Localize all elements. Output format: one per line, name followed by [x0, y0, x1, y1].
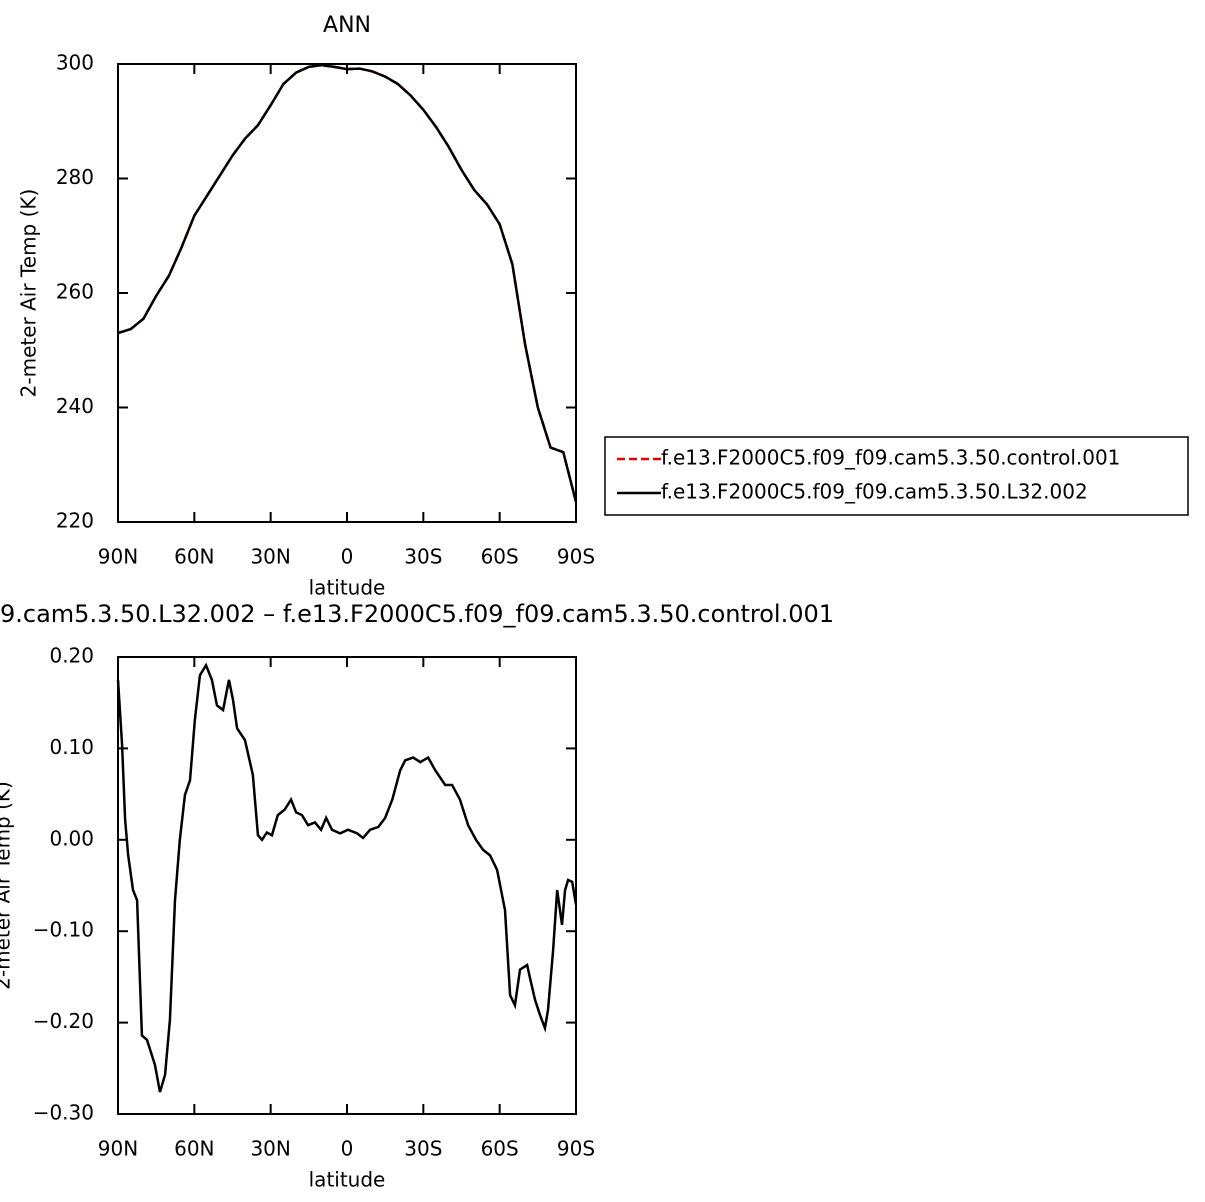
y-tick-label: 0.00 [49, 826, 94, 850]
x-tick-label: 60N [174, 1137, 214, 1161]
legend-label: f.e13.F2000C5.f09_f09.cam5.3.50.control.… [661, 446, 1120, 470]
chart-title: ANN [323, 13, 371, 38]
x-tick-label: 90N [98, 1137, 138, 1161]
x-tick-label: 30S [404, 545, 442, 569]
legend-box [604, 436, 1189, 516]
plot-frame [117, 656, 577, 1115]
series-line [116, 662, 578, 1093]
x-axis-label: latitude [309, 576, 386, 600]
y-axis-label: 2-meter Air Temp (K) [0, 781, 15, 990]
x-axis-label: latitude [309, 1168, 386, 1192]
x-tick-label: 0 [341, 1137, 354, 1161]
y-tick-label: 280 [56, 165, 94, 189]
x-tick-label: 30N [250, 545, 290, 569]
y-tick-label: 0.20 [49, 644, 94, 668]
chart-title: 9.cam5.3.50.L32.002 – f.e13.F2000C5.f09_… [0, 600, 834, 628]
x-tick-label: 90N [98, 545, 138, 569]
x-tick-label: 30N [250, 1137, 290, 1161]
x-tick-label: 0 [341, 545, 354, 569]
series-line [117, 63, 578, 503]
x-tick-label: 90S [557, 1137, 595, 1161]
y-tick-label: −0.30 [33, 1101, 94, 1125]
y-tick-label: 0.10 [49, 735, 94, 759]
plot-frame [117, 63, 577, 523]
x-tick-label: 60S [481, 545, 519, 569]
legend-label: f.e13.F2000C5.f09_f09.cam5.3.50.L32.002 [661, 480, 1088, 504]
y-tick-label: 240 [56, 394, 94, 418]
y-tick-label: 300 [56, 51, 94, 75]
series-line [117, 63, 578, 503]
y-axis-label: 2-meter Air Temp (K) [17, 189, 41, 398]
y-tick-label: 260 [56, 280, 94, 304]
y-tick-label: −0.10 [33, 918, 94, 942]
x-tick-label: 30S [404, 1137, 442, 1161]
y-tick-label: 220 [56, 509, 94, 533]
x-tick-label: 60S [481, 1137, 519, 1161]
x-tick-label: 60N [174, 545, 214, 569]
y-tick-label: −0.20 [33, 1009, 94, 1033]
x-tick-label: 90S [557, 545, 595, 569]
